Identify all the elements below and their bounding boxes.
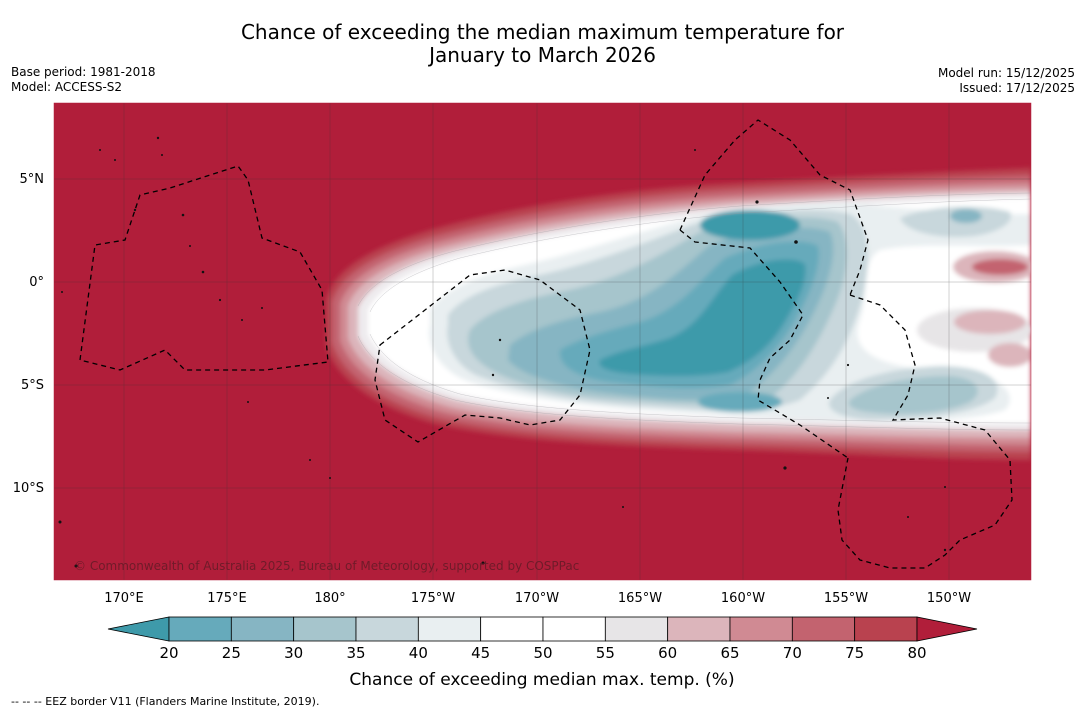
eez-line-islands-south	[837, 294, 1013, 569]
colorbar-segment	[355, 616, 419, 642]
lon-label: 170°W	[515, 591, 559, 606]
contour-core-3	[698, 392, 782, 412]
issued-date: Issued: 17/12/2025	[959, 81, 1075, 95]
colorbar-segment	[293, 616, 357, 642]
lat-label: 5°S	[21, 378, 44, 393]
longitude-labels: 170°E 175°E 180° 175°W 170°W 165°W 160°W…	[104, 591, 971, 606]
contour-lines	[357, 192, 1031, 431]
lon-label: 175°E	[207, 591, 247, 606]
lon-label: 150°W	[927, 591, 971, 606]
colorbar-segment	[542, 616, 606, 642]
colorbar: 20 25 30 35 40 45 50 55 60 65 70 75 80 Chance of exc…	[107, 616, 978, 690]
colorbar-segment	[168, 616, 232, 642]
colorbar-segment	[667, 616, 731, 642]
islands	[58, 136, 947, 568]
colorbar-extend-high	[916, 616, 978, 642]
colorbar-tick-labels: 20 25 30 35 40 45 50 55 60 65 70 75 80	[159, 644, 926, 662]
colorbar-tick-label: 35	[346, 644, 365, 662]
colorbar-tick-label: 70	[783, 644, 802, 662]
eez-tuvalu	[79, 165, 329, 371]
meta-right: Model run: 15/12/2025 Issued: 17/12/2025	[938, 66, 1075, 96]
warm-pocket-east-4	[954, 310, 1026, 334]
lat-label: 10°S	[13, 481, 44, 496]
colorbar-segment	[791, 616, 856, 642]
title-line-2: January to March 2026	[429, 43, 656, 67]
eez-tokelau	[374, 269, 591, 443]
colorbar-tick-label: 40	[409, 644, 428, 662]
lon-label: 155°W	[824, 591, 868, 606]
colorbar-tick-label: 60	[658, 644, 677, 662]
map-frame	[53, 102, 1032, 581]
latitude-labels: 5°N 0° 5°S 10°S	[13, 172, 44, 496]
colorbar-segment	[729, 616, 793, 642]
eez-borders	[79, 119, 1013, 569]
contour-band-30-ne	[950, 209, 982, 223]
colorbar-tick-label: 50	[533, 644, 552, 662]
colorbar-tick-label: 25	[222, 644, 241, 662]
colorbar-tick-label: 45	[471, 644, 490, 662]
colorbar-tick-label: 75	[845, 644, 864, 662]
warm-pocket-east-2	[972, 259, 1028, 275]
contour-band-below-20	[599, 259, 806, 376]
lon-label: 175°W	[411, 591, 455, 606]
probability-field: © Commonwealth of Australia 2025, Bureau…	[54, 103, 1031, 580]
eez-line-islands-mid	[679, 229, 849, 459]
contour-band-30-east	[848, 376, 978, 414]
eez-legend-note: -- -- -- EEZ border V11 (Flanders Marine…	[11, 695, 320, 708]
chart-title: Chance of exceeding the median maximum t…	[0, 21, 1085, 67]
lon-label: 180°	[314, 591, 345, 606]
model-run: Model run: 15/12/2025	[937, 66, 1075, 80]
graticule	[54, 103, 1031, 580]
colorbar-segment	[480, 616, 544, 642]
colorbar-tick-label: 65	[720, 644, 739, 662]
colorbar-tick-label: 30	[284, 644, 303, 662]
colorbar-extend-low	[107, 616, 170, 642]
meta-left: Base period: 1981-2018 Model: ACCESS-S2	[11, 65, 156, 95]
colorbar-title: Chance of exceeding median max. temp. (%…	[349, 670, 734, 690]
lon-label: 160°W	[721, 591, 765, 606]
base-period: Base period: 1981-2018	[11, 65, 156, 79]
colorbar-segments	[168, 616, 918, 642]
colorbar-segment	[230, 616, 295, 642]
eez-line-islands-north	[679, 119, 869, 296]
colorbar-segment	[854, 616, 918, 642]
contour-band-35-ne	[900, 206, 1011, 238]
colorbar-tick-label: 55	[596, 644, 615, 662]
colorbar-segment	[604, 616, 669, 642]
warm-pocket-east-5	[988, 343, 1031, 367]
copyright-notice: © Commonwealth of Australia 2025, Bureau…	[74, 559, 579, 573]
colorbar-tick-label: 80	[907, 644, 926, 662]
colorbar-tick-label: 20	[159, 644, 178, 662]
colorbar-segment	[417, 616, 482, 642]
title-line-1: Chance of exceeding the median maximum t…	[240, 20, 845, 44]
lat-label: 5°N	[20, 172, 45, 187]
lat-label: 0°	[29, 275, 44, 290]
contour-core-2	[700, 210, 800, 240]
lon-label: 170°E	[104, 591, 144, 606]
lon-label: 165°W	[618, 591, 662, 606]
model-name: Model: ACCESS-S2	[11, 80, 123, 94]
